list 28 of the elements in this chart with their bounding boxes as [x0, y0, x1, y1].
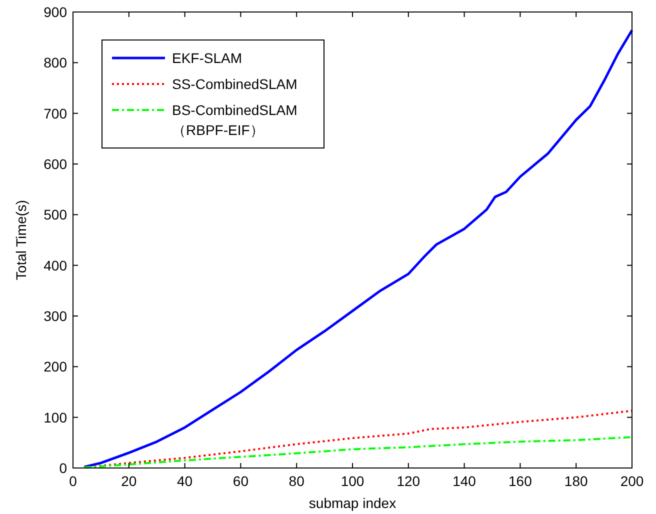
x-axis-title: submap index	[308, 495, 396, 511]
x-tick-label: 120	[396, 473, 420, 489]
x-tick-label: 160	[508, 473, 532, 489]
x-tick-label: 140	[452, 473, 476, 489]
y-tick-label: 200	[44, 358, 68, 375]
x-tick-label: 0	[69, 473, 78, 489]
x-tick-label: 20	[121, 473, 137, 489]
y-tick-label: 300	[44, 308, 68, 324]
x-tick-label: 60	[232, 473, 249, 489]
y-axis-title: Total Time(s)	[13, 200, 29, 280]
x-tick-label: 40	[177, 473, 193, 489]
x-tick-label: 200	[620, 473, 644, 489]
legend-label: SS-CombinedSLAM	[172, 76, 298, 92]
y-tick-label: 800	[44, 54, 68, 71]
line-series	[82, 28, 634, 468]
y-tick-label: 500	[44, 206, 68, 223]
x-tick-label: 80	[288, 473, 305, 489]
line-series	[83, 436, 633, 468]
y-tick-label: 900	[44, 4, 68, 20]
x-tick-label: 180	[564, 473, 588, 489]
y-tick-label: 100	[44, 409, 68, 426]
y-tick-label: 700	[44, 105, 68, 122]
y-tick-label: 400	[44, 257, 68, 274]
x-tick-label: 100	[340, 473, 364, 489]
y-tick-label: 0	[59, 460, 68, 476]
y-tick-label: 600	[44, 156, 68, 172]
legend-label: EKF-SLAM	[172, 50, 242, 66]
legend-label: BS-CombinedSLAM （RBPF-EIF）	[172, 102, 298, 138]
